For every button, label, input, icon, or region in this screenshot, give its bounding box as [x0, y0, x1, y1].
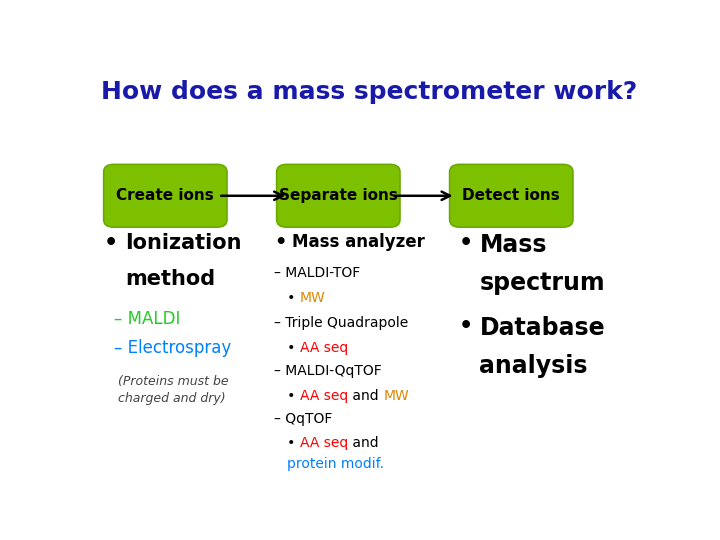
Text: – Triple Quadrapole: – Triple Quadrapole [274, 316, 408, 330]
Text: and: and [348, 436, 379, 450]
Text: Mass: Mass [480, 233, 547, 257]
Text: AA seq: AA seq [300, 389, 348, 403]
Text: – MALDI-QqTOF: – MALDI-QqTOF [274, 364, 382, 378]
Text: MW: MW [383, 389, 409, 403]
Text: •: • [274, 292, 300, 306]
Text: protein modif.: protein modif. [287, 457, 384, 471]
Text: and: and [348, 389, 383, 403]
FancyBboxPatch shape [104, 164, 227, 227]
Text: Create ions: Create ions [117, 188, 215, 203]
Text: Separate ions: Separate ions [279, 188, 397, 203]
Text: •: • [459, 316, 472, 336]
Text: – MALDI: – MALDI [114, 310, 181, 328]
Text: – MALDI-TOF: – MALDI-TOF [274, 266, 361, 280]
Text: MW: MW [300, 292, 325, 306]
Text: How does a mass spectrometer work?: How does a mass spectrometer work? [101, 80, 637, 104]
Text: AA seq: AA seq [300, 436, 348, 450]
Text: – QqTOF: – QqTOF [274, 412, 333, 426]
FancyBboxPatch shape [276, 164, 400, 227]
Text: Ionization: Ionization [125, 233, 242, 253]
Text: (Proteins must be
charged and dry): (Proteins must be charged and dry) [118, 375, 228, 404]
Text: •: • [459, 233, 472, 253]
Text: Mass analyzer: Mass analyzer [292, 233, 425, 251]
Text: •: • [274, 436, 300, 450]
Text: Database: Database [480, 316, 605, 340]
Text: – Electrospray: – Electrospray [114, 339, 231, 357]
Text: •: • [274, 341, 300, 355]
Text: •: • [274, 389, 300, 403]
Text: AA seq: AA seq [300, 341, 348, 355]
FancyBboxPatch shape [449, 164, 573, 227]
Text: •: • [104, 233, 118, 253]
Text: Detect ions: Detect ions [462, 188, 560, 203]
Text: analysis: analysis [480, 354, 588, 378]
Text: spectrum: spectrum [480, 271, 605, 295]
Text: •: • [274, 233, 287, 252]
Text: method: method [125, 268, 215, 288]
